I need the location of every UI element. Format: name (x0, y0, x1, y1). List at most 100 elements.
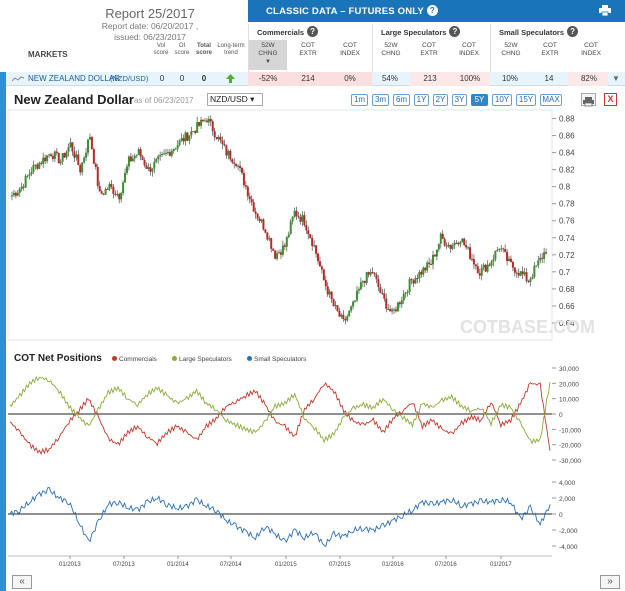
52w-chng-small[interactable]: 52W CHNG (501, 42, 521, 57)
range-button-3y[interactable]: 3Y (452, 94, 467, 106)
candle-body (176, 145, 179, 149)
total-score-header: Total score (195, 43, 212, 56)
candle-body (227, 150, 230, 156)
x-tick-label: 01/2015 (275, 562, 297, 568)
candle-body (428, 262, 431, 265)
candle-body (127, 156, 130, 167)
candle-body (457, 242, 460, 245)
range-button-2y[interactable]: 2Y (433, 94, 448, 106)
candle-body (229, 150, 232, 160)
candle-body (262, 219, 265, 230)
candle-body (451, 245, 454, 249)
range-button-1m[interactable]: 1m (351, 94, 368, 106)
candle-body (258, 218, 261, 222)
help-icon[interactable]: ? (307, 26, 319, 37)
range-button-5y[interactable]: 5Y (471, 94, 488, 106)
collapse-icon[interactable]: ▼ (612, 74, 620, 83)
range-button-max[interactable]: MAX (540, 94, 562, 106)
candle-body (328, 291, 331, 295)
x-tick-label: 01/2017 (490, 562, 512, 568)
candle-body (276, 253, 279, 259)
candle-body (406, 292, 409, 294)
candle-body (313, 245, 316, 247)
range-button-10y[interactable]: 10Y (492, 94, 512, 106)
sort-52w-chng-commercials[interactable]: 52W CHNG ▼ (249, 40, 287, 70)
market-row-nzd[interactable]: NEW ZEALAND DOLLAR (NZD/USD) 0 0 0 -52% … (6, 72, 625, 86)
help-icon[interactable]: ? (449, 26, 461, 37)
candle-body (402, 293, 405, 301)
candle-body (215, 137, 218, 140)
candle-body (94, 163, 97, 167)
range-button-3m[interactable]: 3m (372, 94, 389, 106)
close-chart-button[interactable]: X (604, 93, 617, 106)
market-name[interactable]: NEW ZEALAND DOLLAR (28, 74, 121, 83)
candle-body (432, 254, 435, 265)
candle-body (465, 245, 468, 248)
candle-body (137, 149, 140, 155)
comm-index: 0% (344, 74, 356, 83)
candle-body (469, 247, 472, 259)
legend-label: Small Speculators (254, 356, 307, 363)
candle-body (461, 238, 464, 243)
candle-body (463, 238, 466, 246)
candle-body (529, 278, 532, 282)
cot-index-large[interactable]: COT INDEX (459, 42, 479, 57)
candle-body (435, 249, 438, 257)
candle-body (252, 202, 255, 212)
candle-body (153, 161, 156, 169)
price-tick-label: 0.86 (559, 132, 575, 141)
price-tick-label: 0.64 (559, 319, 575, 328)
candle-body (322, 269, 325, 281)
candle-body (320, 266, 323, 270)
candle-body (108, 184, 111, 190)
candle-body (318, 261, 321, 267)
candle-body (36, 164, 39, 169)
candle-body (486, 264, 489, 272)
cot-index-commercials[interactable]: COT INDEX (340, 42, 360, 57)
candle-body (531, 277, 534, 279)
prev-page-button[interactable]: « (12, 575, 32, 589)
candle-body (492, 259, 495, 262)
candle-body (344, 319, 347, 321)
candle-body (163, 153, 166, 155)
52w-chng-large[interactable]: 52W CHNG (381, 42, 401, 57)
range-button-6m[interactable]: 6m (393, 94, 410, 106)
candle-body (161, 154, 164, 156)
candle-body (209, 118, 212, 122)
help-icon[interactable]: ? (426, 5, 438, 16)
cot-extr-small[interactable]: COT EXTR (541, 42, 559, 57)
candle-body (223, 144, 226, 146)
x-tick-label: 07/2015 (329, 562, 351, 568)
candle-body (28, 173, 31, 176)
range-button-15y[interactable]: 15Y (516, 94, 536, 106)
print-icon[interactable] (599, 5, 611, 16)
candle-body (231, 159, 234, 163)
small-52w: 10% (501, 74, 518, 83)
selected-row-stripe (0, 72, 6, 591)
next-page-button[interactable]: » (600, 575, 620, 589)
pair-select[interactable]: NZD/USD ▾ (207, 93, 263, 106)
candle-body (449, 244, 452, 249)
candle-body (500, 248, 503, 250)
candle-body (139, 149, 142, 157)
cot-extr-commercials[interactable]: COT EXTR (299, 42, 317, 57)
help-icon[interactable]: ? (567, 26, 579, 37)
print-chart-button[interactable] (581, 93, 596, 107)
range-button-1y[interactable]: 1Y (414, 94, 429, 106)
candle-body (192, 131, 195, 133)
candle-body (213, 131, 216, 138)
candle-body (346, 316, 349, 321)
price-tick-label: 0.76 (559, 217, 575, 226)
cot-extr-large[interactable]: COT EXTR (420, 42, 438, 57)
candle-body (87, 139, 90, 153)
candle-body (455, 242, 458, 244)
candle-body (357, 289, 360, 291)
cot-index-small[interactable]: COT INDEX (581, 42, 601, 57)
candle-body (311, 238, 314, 246)
candle-body (361, 280, 364, 283)
candle-body (124, 172, 127, 183)
candle-body (340, 314, 343, 317)
candle-body (40, 162, 43, 164)
candle-body (348, 310, 351, 317)
candle-body (77, 154, 80, 166)
